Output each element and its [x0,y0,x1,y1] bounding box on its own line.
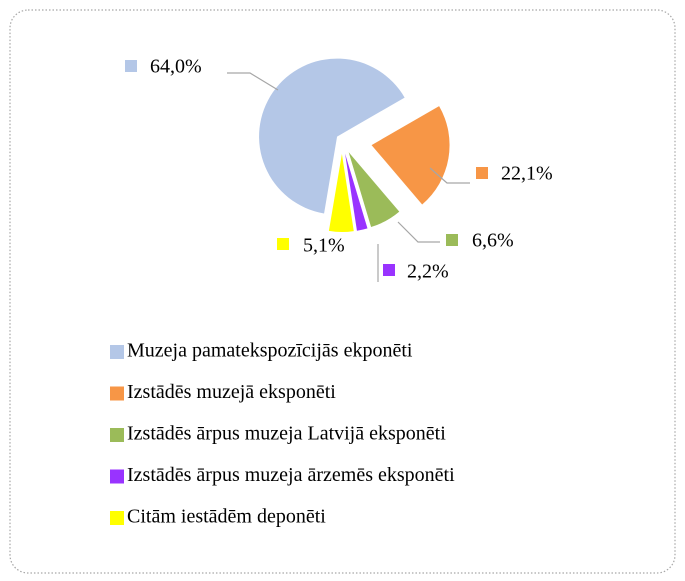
legend-swatch [110,386,124,401]
legend-swatch [110,345,124,359]
pie-slice [348,152,400,228]
legend-label: Muzeja pamatekspozīcijās ekponēti [127,340,413,362]
data-label: 2,2% [407,261,449,283]
legend-label: Izstādēs ārpus muzeja Latvijā eksponēti [127,423,446,445]
data-label: 5,1% [303,235,345,257]
data-label-key [476,167,488,179]
leader-line [227,72,279,91]
leader-line [429,167,470,184]
pie-slice [345,153,368,231]
legend-swatch [110,469,124,484]
legend-swatch [110,428,124,442]
data-label: 6,6% [472,230,514,252]
legend-label: Izstādēs muzejā eksponēti [127,381,336,403]
legend-label: Citām iestādēm deponēti [127,506,326,528]
data-label-key [383,264,395,276]
chart-border [9,9,676,574]
legend-swatch [110,511,124,525]
data-label: 22,1% [501,163,553,185]
data-label: 64,0% [150,56,202,78]
data-label-key [446,234,458,246]
data-label-key [277,238,289,250]
pie-slice [371,106,450,205]
data-label-key [125,60,137,72]
legend-label: Izstādēs ārpus muzeja ārzemēs eksponēti [127,464,455,486]
leader-line [397,221,440,243]
pie-slice [328,153,354,232]
pie-slice [259,58,405,214]
